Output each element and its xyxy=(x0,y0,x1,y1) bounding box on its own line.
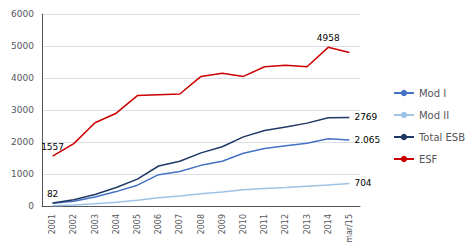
svg-text:2004: 2004 xyxy=(112,214,121,234)
svg-text:ESF: ESF xyxy=(419,154,438,165)
svg-text:2012: 2012 xyxy=(281,214,290,234)
svg-text:5000: 5000 xyxy=(11,41,34,51)
svg-text:4000: 4000 xyxy=(11,73,34,83)
svg-text:3000: 3000 xyxy=(11,105,34,115)
svg-text:Total ESB: Total ESB xyxy=(418,132,465,143)
svg-text:2005: 2005 xyxy=(133,214,142,234)
svg-text:2003: 2003 xyxy=(91,214,100,234)
svg-text:704: 704 xyxy=(354,178,371,188)
svg-text:2007: 2007 xyxy=(175,214,184,234)
svg-text:Mod I: Mod I xyxy=(419,88,446,99)
svg-text:2000: 2000 xyxy=(11,137,34,147)
svg-text:1000: 1000 xyxy=(11,169,34,179)
svg-text:2769: 2769 xyxy=(354,112,377,122)
svg-text:mar/15: mar/15 xyxy=(345,214,354,243)
svg-text:2008: 2008 xyxy=(197,214,206,234)
svg-text:1557: 1557 xyxy=(41,142,64,152)
svg-text:Mod II: Mod II xyxy=(419,110,449,121)
svg-text:2009: 2009 xyxy=(218,214,227,234)
svg-text:2013: 2013 xyxy=(303,214,312,234)
svg-text:6000: 6000 xyxy=(11,9,34,19)
svg-text:82: 82 xyxy=(47,189,58,199)
svg-text:4958: 4958 xyxy=(317,33,340,43)
svg-text:2.065: 2.065 xyxy=(354,135,380,145)
svg-text:2011: 2011 xyxy=(260,214,269,234)
svg-text:2014: 2014 xyxy=(324,214,333,234)
svg-text:2002: 2002 xyxy=(69,214,78,234)
svg-text:2006: 2006 xyxy=(154,214,163,234)
svg-text:2001: 2001 xyxy=(48,214,57,234)
svg-text:2010: 2010 xyxy=(239,214,248,234)
svg-text:0: 0 xyxy=(28,201,34,211)
